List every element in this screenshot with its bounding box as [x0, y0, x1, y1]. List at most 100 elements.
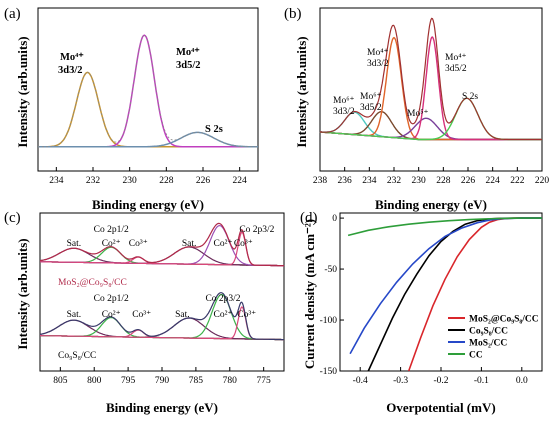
panel-a: (a) 234 232 230 228 226 224 Mo⁴⁺ 3d3/2 Mo⁴⁺ 3… [4, 6, 259, 212]
panel-c-xticks: 805 800 795 790 785 780 775 [53, 367, 271, 386]
panel-a-xtick-label: 224 [233, 176, 248, 186]
panel-a-ann-mo4-3d32-sub: 3d3/2 [58, 65, 83, 76]
panel-c-xtick-label: 775 [257, 376, 272, 386]
panel-b-xtick-label: 238 [313, 176, 328, 186]
panel-c-peak-annotation: Co²⁺ [214, 310, 233, 320]
panel-c-peak-annotation: Co 2p3/2 [205, 294, 240, 304]
panel-b-xtick-label: 236 [338, 176, 353, 186]
panel-b-xtick-label: 230 [412, 176, 427, 186]
panel-a-envelope [38, 34, 258, 148]
panel-d-legend-label-co9s8: Co₉S₈/CC [469, 327, 508, 337]
panel-a-xtick-label: 232 [86, 176, 101, 186]
panel-a-letter: (a) [4, 6, 21, 22]
panel-c-xtick-label: 800 [87, 376, 102, 386]
panel-d-ytick-label: -50 [324, 265, 337, 275]
panel-c-xtick-label: 795 [121, 376, 136, 386]
panel-d-legend-label-cc: CC [469, 351, 483, 361]
panel-c-peak-annotation: Co³⁺ [234, 239, 253, 249]
panel-b-peak-2 [319, 36, 542, 141]
panel-d-ytick-label: 0 [332, 214, 337, 224]
panel-a-ann-mo4-3d52: Mo⁴⁺ [176, 47, 200, 58]
panel-c-peak-annotation: Co²⁺ [102, 310, 121, 320]
panel-d-xlabel: Overpotential (mV) [386, 400, 495, 415]
panel-b-ann-mo6-b-sub: 3d5/2 [360, 103, 382, 113]
panel-c: (c) 805 800 795 790 785 780 775 Co 2p1/2 Sat. Co… [4, 210, 285, 415]
panel-b-ann-mo4-b-sub: 3d5/2 [445, 64, 467, 74]
panel-b-letter: (b) [284, 6, 302, 22]
panel-c-peak-annotation: Co³⁺ [132, 310, 151, 320]
panel-b-xtick-label: 222 [510, 176, 525, 186]
panel-b-ann-mo6-b: Mo⁶⁺ [360, 92, 382, 102]
panel-b-ann-mo4-b: Mo⁴⁺ [445, 53, 467, 63]
panel-c-peak-annotation: Co²⁺ [102, 239, 121, 249]
panel-b-xtick-label: 234 [362, 176, 377, 186]
panel-a-xlabel: Binding energy (eV) [92, 197, 204, 212]
panel-a-xticks: 234 232 230 228 226 224 [49, 167, 247, 186]
panel-c-xtick-label: 805 [53, 376, 68, 386]
panel-c-peak [40, 306, 284, 341]
panel-c-peak [40, 246, 285, 267]
panel-c-peak-annotation: Co²⁺ [214, 239, 233, 249]
panel-b-ann-mo6-a: Mo⁶⁺ [333, 96, 355, 106]
panel-b-ann-mo6-a-sub: 3d3/2 [333, 107, 355, 117]
panel-c-xtick-label: 780 [223, 376, 238, 386]
panel-a-xtick-label: 230 [123, 176, 138, 186]
panel-d-ytick-label: -150 [320, 367, 338, 377]
panel-c-top-sample-label: MoS₂@Co₉S₈/CC [58, 278, 127, 288]
panel-c-envelope [39, 292, 284, 341]
panel-a-xtick-label: 234 [49, 176, 64, 186]
panel-b-xtick-label: 220 [535, 176, 550, 186]
panel-b-xtick-label: 224 [486, 176, 501, 186]
panel-d-series-co9s8 [367, 217, 542, 372]
panel-a-xtick-label: 226 [196, 176, 211, 186]
panel-b-xtick-label: 228 [436, 176, 451, 186]
panel-d-ytick-label: -100 [320, 316, 338, 326]
panel-a-ann-mo4-3d52-sub: 3d5/2 [176, 60, 201, 71]
panel-a-xtick-label: 228 [159, 176, 174, 186]
panel-c-peak-annotation: Sat. [67, 239, 82, 249]
panel-d: (d) -0.4 -0.3 -0.2 -0.1 0.0 0 -50 -100 -150 MoS₂… [300, 210, 543, 415]
panel-d-xtick-label: -0.3 [393, 376, 408, 386]
panel-d-plot [347, 217, 542, 372]
panel-c-ylabel: Intensity (arb.units) [15, 238, 30, 349]
panel-a-plot [38, 34, 258, 148]
panel-b-peak-3 [319, 117, 542, 141]
panel-b-frame [319, 7, 543, 172]
panel-d-series-cc [347, 217, 542, 237]
panel-c-peak-annotation: Co 2p1/2 [94, 294, 129, 304]
panel-b-xlabel: Binding energy (eV) [375, 197, 487, 212]
panel-c-xtick-label: 790 [155, 376, 170, 386]
panel-a-ann-mo4-3d32: Mo⁴⁺ [60, 52, 84, 63]
panel-a-peak-3d3-2 [38, 71, 258, 148]
panel-c-xlabel: Binding energy (eV) [106, 400, 218, 415]
panel-b-xticks: 238 236 234 232 230 228 226 224 222 220 [313, 167, 550, 186]
panel-b-ann-mo5: Mo⁵⁺ [407, 109, 429, 119]
panel-d-frame [339, 212, 543, 372]
panel-a-ylabel: Intensity (arb.units) [15, 36, 30, 147]
panel-c-letter: (c) [4, 210, 21, 226]
panel-d-ticks: -0.4 -0.3 -0.2 -0.1 0.0 0 -50 -100 -150 [320, 214, 528, 386]
panel-b-ann-mo4-a-sub: 3d3/2 [367, 59, 389, 69]
panel-c-peak-annotation: Sat. [182, 239, 197, 249]
panel-a-peak-S2s [38, 131, 258, 148]
panel-b-plot [319, 17, 542, 141]
panel-b-background [319, 131, 542, 140]
panel-c-peak-annotation: Sat. [67, 310, 82, 320]
panel-d-series-mos2 [349, 217, 542, 355]
panel-b-ann-s2s: S 2s [462, 92, 478, 102]
panel-c-bottom-sample-label: Co₉S₈/CC [58, 351, 96, 361]
panel-b-envelope [320, 17, 542, 141]
panel-d-legend-label-mos2: MoS₂/CC [469, 339, 507, 349]
panel-c-peak-annotation: Co 2p1/2 [94, 225, 129, 235]
panel-c-peak-annotation: Co³⁺ [129, 239, 148, 249]
panel-c-envelope [39, 222, 285, 267]
panel-d-xtick-label: -0.1 [474, 376, 489, 386]
panel-b-ylabel: Intensity (arb.units) [294, 36, 309, 147]
panel-a-ann-s2s: S 2s [205, 124, 223, 135]
panel-d-xtick-label: -0.2 [433, 376, 448, 386]
panel-d-legend-label-mos2-co9s8: MoS₂@Co₉S₈/CC [469, 315, 539, 325]
panel-d-xtick-label: 0.0 [516, 376, 528, 386]
panel-d-xtick-label: -0.4 [353, 376, 368, 386]
